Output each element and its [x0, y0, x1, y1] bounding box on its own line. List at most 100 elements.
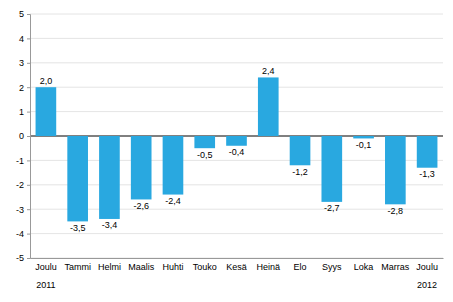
data-label: -1,2: [292, 167, 308, 177]
y-tick-label: 3: [19, 58, 24, 68]
data-label: -2,6: [133, 201, 149, 211]
grid-line: [30, 258, 443, 259]
x-tick: Syys: [322, 262, 342, 272]
bars: [36, 77, 438, 221]
chart: Joulu Tammi Helmi Maalis Huhti Touko Kesä Heinä…: [0, 0, 453, 302]
bar: [226, 136, 247, 146]
data-label: -2,4: [165, 196, 181, 206]
y-tick-mark: [27, 258, 30, 259]
y-tick-mark: [27, 112, 30, 113]
bar: [67, 136, 88, 221]
year-annotation: 2011: [36, 280, 55, 290]
x-tick: Kesä: [226, 262, 247, 272]
y-tick: 0: [19, 131, 30, 141]
x-tick-label: Elo: [294, 262, 307, 272]
data-labels: 2,0 -3,5 -3,4 -2,6 -2,4 -0,5 -0,4 2,4 -1,2 -2,7 -0…: [40, 66, 435, 232]
y-tick: 2: [19, 83, 30, 93]
grid-line: [30, 184, 443, 185]
y-axis: -5 -4 -3 -2 -1 0 1 2 3 4 5: [16, 9, 31, 263]
y-tick: -1: [16, 156, 30, 166]
grid-line: [30, 14, 443, 15]
x-tick: Joulu: [416, 262, 438, 272]
grid: [30, 14, 443, 258]
y-tick-label: 1: [19, 107, 24, 117]
y-tick-mark: [27, 160, 30, 161]
x-tick: Touko: [193, 262, 217, 272]
x-tick: Elo: [294, 262, 307, 272]
annotations: 20112012: [36, 280, 437, 290]
bar: [321, 136, 342, 202]
bar: [131, 136, 152, 199]
x-tick-label: Marras: [381, 262, 410, 272]
y-tick-mark: [27, 87, 30, 88]
y-tick: -3: [16, 205, 30, 215]
x-tick: Marras: [381, 262, 410, 272]
data-label: -3,4: [102, 220, 118, 230]
x-tick-label: Loka: [354, 262, 374, 272]
y-tick: -2: [16, 180, 30, 190]
data-label: 2,0: [40, 76, 53, 86]
y-tick-mark: [27, 209, 30, 210]
grid-line: [30, 87, 443, 88]
bar: [194, 136, 215, 148]
data-label: -3,5: [70, 223, 86, 233]
x-tick-label: Heinä: [257, 262, 281, 272]
data-label: -0,4: [229, 147, 245, 157]
x-tick: Tammi: [64, 262, 91, 272]
y-tick: 1: [19, 107, 30, 117]
x-tick: Helmi: [98, 262, 121, 272]
x-axis-line: [31, 258, 444, 259]
y-tick-label: -4: [16, 229, 24, 239]
y-tick-label: -1: [16, 156, 24, 166]
y-tick-mark: [27, 136, 30, 137]
data-label: -2,7: [324, 203, 340, 213]
bar: [353, 136, 374, 138]
x-tick: Maalis: [128, 262, 155, 272]
grid-line: [30, 233, 443, 234]
grid-line: [30, 38, 443, 39]
bar: [385, 136, 406, 204]
grid-line: [30, 209, 443, 210]
y-tick-label: 4: [19, 34, 24, 44]
y-tick-mark: [27, 14, 30, 15]
x-tick-label: Joulu: [416, 262, 438, 272]
y-tick-label: -5: [16, 253, 24, 263]
x-tick-label: Huhti: [162, 262, 183, 272]
y-tick-mark: [27, 185, 30, 186]
y-tick-label: 5: [19, 9, 24, 19]
data-label: -0,5: [197, 150, 213, 160]
x-tick-label: Touko: [193, 262, 217, 272]
y-tick: 4: [19, 34, 30, 44]
data-label: 2,4: [262, 66, 275, 76]
y-axis-line: [27, 15, 31, 259]
y-tick: 5: [19, 9, 30, 19]
bar: [417, 136, 438, 168]
grid-line: [30, 111, 443, 112]
bar: [99, 136, 120, 219]
y-tick-mark: [27, 234, 30, 235]
bar: [163, 136, 184, 195]
x-tick: Loka: [354, 262, 374, 272]
bar: [258, 77, 279, 136]
y-tick-mark: [27, 63, 30, 64]
y-tick-mark: [27, 38, 30, 39]
y-tick-label: -2: [16, 180, 24, 190]
bar: [36, 87, 57, 136]
y-tick: -4: [16, 229, 30, 239]
x-tick-label: Syys: [322, 262, 342, 272]
y-tick-label: -3: [16, 205, 24, 215]
x-tick-label: Helmi: [98, 262, 121, 272]
y-tick: -5: [16, 253, 30, 263]
data-label: -1,3: [419, 169, 435, 179]
bar: [290, 136, 311, 165]
x-tick-label: Maalis: [128, 262, 155, 272]
y-tick: 3: [19, 58, 30, 68]
x-tick: Joulu: [35, 262, 57, 272]
x-axis: Joulu Tammi Helmi Maalis Huhti Touko Kesä Heinä…: [31, 259, 444, 273]
data-label: -0,1: [356, 140, 372, 150]
x-tick-label: Joulu: [35, 262, 57, 272]
x-tick: Heinä: [257, 262, 281, 272]
grid-line: [30, 62, 443, 63]
x-tick-label: Kesä: [226, 262, 247, 272]
data-label: -2,8: [388, 206, 404, 216]
